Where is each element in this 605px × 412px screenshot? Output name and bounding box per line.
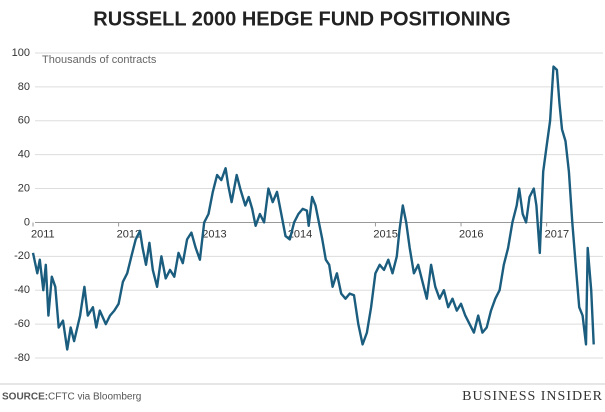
y-tick-label: 100 — [12, 47, 30, 59]
y-tick-label: -20 — [14, 250, 30, 262]
y-tick-label: -60 — [14, 318, 30, 330]
chart-title: RUSSELL 2000 HEDGE FUND POSITIONING — [93, 8, 511, 30]
y-tick-label: 60 — [18, 115, 30, 127]
source: CFTC via Bloomberg — [48, 392, 141, 403]
y-tick-label: -80 — [14, 352, 30, 364]
x-tick-label: 2013 — [202, 228, 226, 240]
y-tick-label: -40 — [14, 284, 30, 296]
y-tick-label: 80 — [18, 81, 30, 93]
data-line — [31, 65, 595, 351]
x-tick-label: 2016 — [459, 228, 483, 240]
y-tick-label: 40 — [18, 149, 30, 161]
y-tick-label: 0 — [24, 216, 30, 228]
x-tick-label: 2011 — [31, 228, 55, 240]
x-tick-label: 2015 — [373, 228, 397, 240]
brand: BUSINESS INSIDER — [462, 389, 603, 404]
x-tick-label: 2014 — [288, 228, 312, 240]
axis-note: Thousands of contracts — [42, 54, 157, 66]
x-tick-label: 2017 — [545, 228, 569, 240]
source-label: SOURCE: — [2, 392, 48, 403]
y-tick-label: 20 — [18, 182, 30, 194]
x-tick-label: 2012 — [117, 228, 141, 240]
